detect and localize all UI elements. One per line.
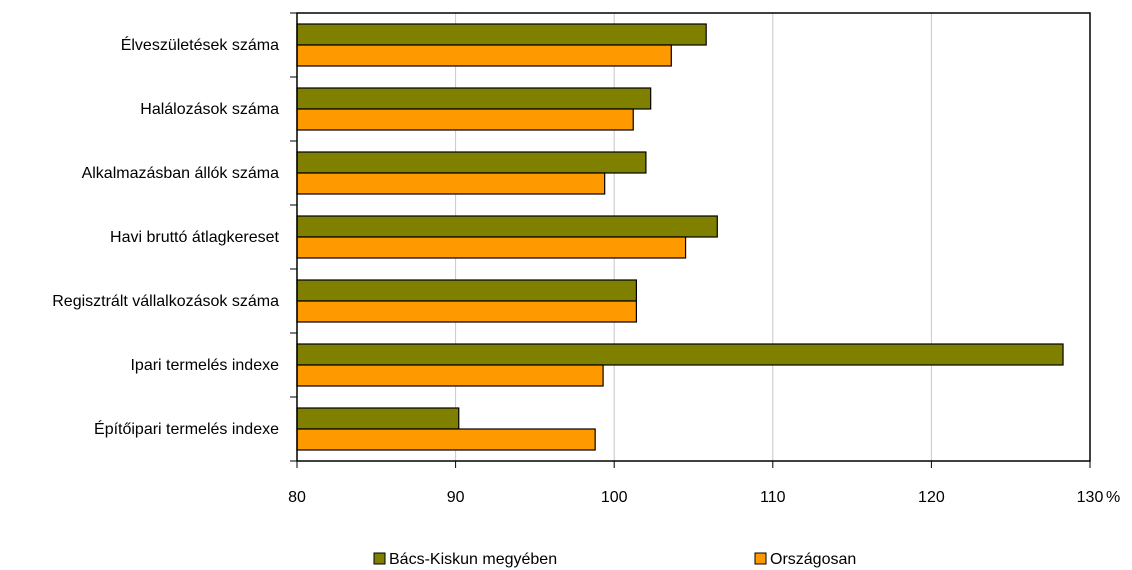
category-label: Építőipari termelés indexe bbox=[94, 419, 279, 438]
bar-county bbox=[296, 87, 652, 110]
category-label: Havi bruttó átlagkereset bbox=[110, 229, 280, 246]
bar-county bbox=[296, 215, 718, 238]
category-label: Halálozások száma bbox=[140, 101, 279, 118]
x-axis-unit-label: % bbox=[1106, 489, 1120, 506]
bar-national bbox=[296, 428, 596, 451]
plot-area bbox=[296, 12, 1091, 462]
bar-county bbox=[296, 407, 460, 430]
bar-county bbox=[296, 23, 707, 46]
y-axis: Élveszületések száma Halálozások száma Alk… bbox=[52, 12, 297, 462]
bar-national bbox=[296, 300, 638, 323]
x-tick-label: 120 bbox=[918, 489, 945, 506]
x-tick-label: 80 bbox=[288, 489, 306, 506]
x-tick-label: 90 bbox=[447, 489, 465, 506]
legend: Bács-Kiskun megyében Országosan bbox=[373, 551, 856, 568]
x-tick-label: 110 bbox=[760, 489, 786, 506]
bar-county bbox=[296, 343, 1064, 366]
category-label: Regisztrált vállalkozások száma bbox=[52, 293, 279, 310]
bar-national bbox=[296, 236, 687, 259]
bar-county bbox=[296, 279, 638, 302]
bar-county bbox=[296, 151, 647, 174]
legend-swatch bbox=[373, 552, 386, 565]
category-label: Alkalmazásban állók száma bbox=[82, 165, 280, 182]
bar-national bbox=[296, 44, 672, 67]
legend-label: Országosan bbox=[770, 551, 856, 568]
bar-national bbox=[296, 108, 634, 131]
category-label: Élveszületések száma bbox=[121, 35, 279, 54]
bar-national bbox=[296, 172, 606, 195]
legend-swatch bbox=[754, 552, 767, 565]
legend-label: Bács-Kiskun megyében bbox=[389, 551, 557, 568]
x-tick-label: 100 bbox=[601, 489, 628, 506]
category-label: Ipari termelés indexe bbox=[130, 357, 279, 374]
x-axis: 80 90 100 110 120 130 bbox=[288, 461, 1103, 506]
bar-national bbox=[296, 364, 604, 387]
bars bbox=[296, 23, 1064, 451]
x-tick-label: 130 bbox=[1077, 489, 1104, 506]
